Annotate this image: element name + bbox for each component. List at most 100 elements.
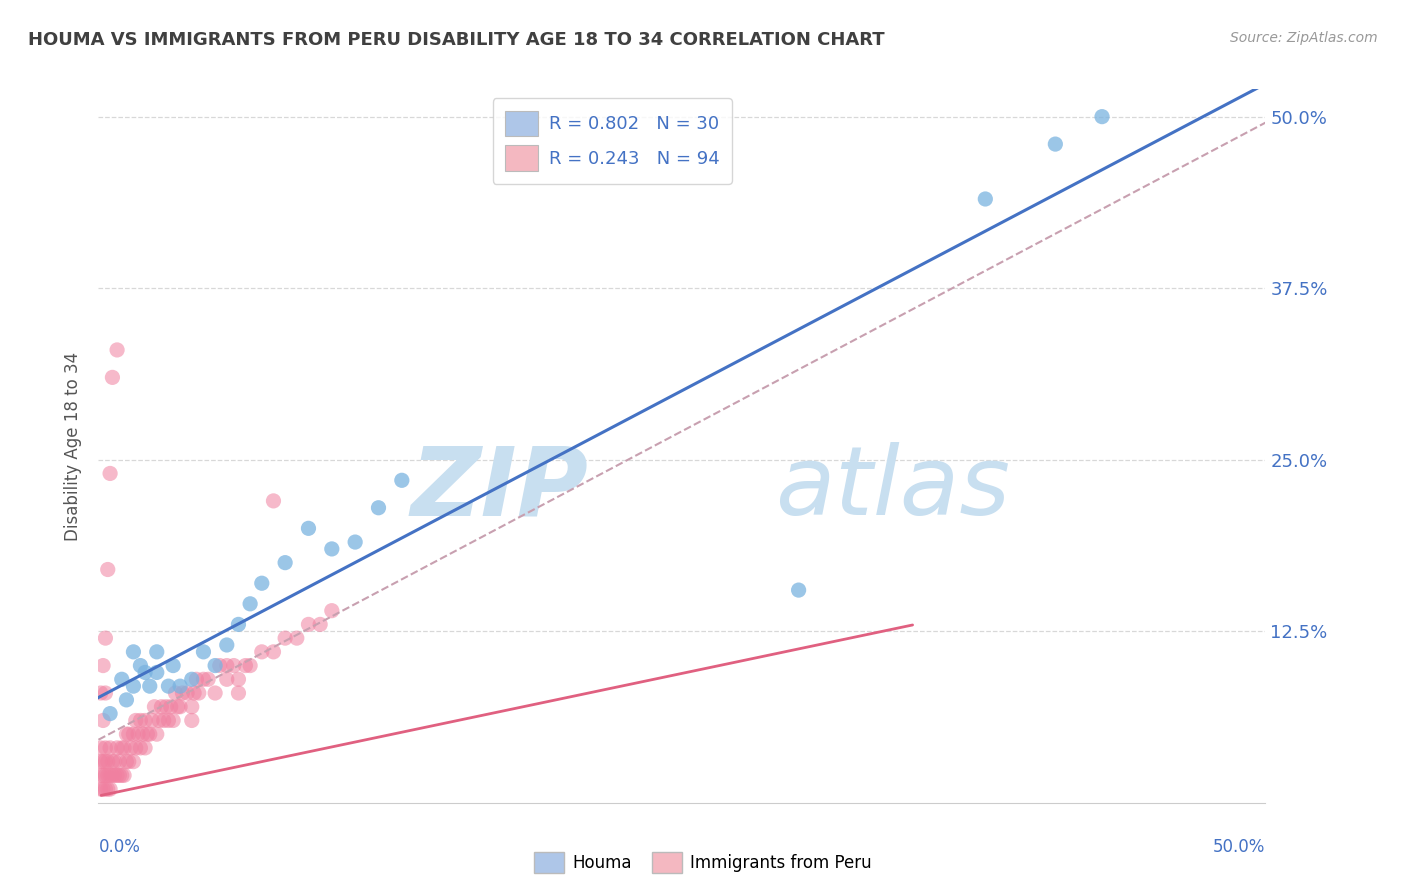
Point	[139, 727, 162, 741]
Point	[166, 699, 188, 714]
Point	[112, 740, 135, 755]
Y-axis label: Disability Age 18 to 34: Disability Age 18 to 34	[63, 351, 82, 541]
Point	[139, 679, 162, 693]
Point	[152, 714, 174, 728]
Point	[129, 658, 152, 673]
Point	[90, 768, 112, 782]
Text: atlas: atlas	[775, 442, 1011, 535]
Point	[297, 617, 319, 632]
Point	[165, 686, 187, 700]
Point	[215, 658, 238, 673]
Point	[111, 740, 134, 755]
Point	[208, 658, 231, 673]
Point	[172, 686, 194, 700]
Point	[297, 521, 319, 535]
Point	[91, 768, 114, 782]
Point	[1045, 137, 1067, 152]
Point	[98, 740, 121, 755]
Point	[143, 699, 166, 714]
Point	[215, 673, 238, 687]
Point	[222, 658, 245, 673]
Point	[204, 658, 226, 673]
Legend: R = 0.802   N = 30, R = 0.243   N = 94: R = 0.802 N = 30, R = 0.243 N = 94	[492, 98, 733, 184]
Point	[235, 658, 257, 673]
Text: HOUMA VS IMMIGRANTS FROM PERU DISABILITY AGE 18 TO 34 CORRELATION CHART: HOUMA VS IMMIGRANTS FROM PERU DISABILITY…	[28, 31, 884, 49]
Point	[98, 706, 121, 721]
Point	[91, 714, 114, 728]
Point	[391, 473, 413, 487]
Point	[91, 755, 114, 769]
Point	[127, 727, 149, 741]
Point	[180, 673, 202, 687]
Point	[974, 192, 997, 206]
Point	[239, 597, 262, 611]
Point	[180, 714, 202, 728]
Point	[132, 727, 155, 741]
Point	[274, 631, 297, 645]
Point	[90, 686, 112, 700]
Point	[111, 673, 134, 687]
Point	[105, 768, 128, 782]
Point	[129, 740, 152, 755]
Point	[136, 727, 159, 741]
Point	[122, 727, 145, 741]
Point	[180, 699, 202, 714]
Point	[122, 679, 145, 693]
Point	[262, 645, 284, 659]
Point	[108, 768, 131, 782]
Point	[197, 673, 219, 687]
Point	[162, 658, 184, 673]
Point	[91, 782, 114, 797]
Point	[146, 645, 169, 659]
Point	[94, 740, 117, 755]
Point	[204, 686, 226, 700]
Point	[94, 768, 117, 782]
Point	[94, 686, 117, 700]
Legend: Houma, Immigrants from Peru: Houma, Immigrants from Peru	[527, 846, 879, 880]
Point	[228, 686, 250, 700]
Point	[134, 665, 156, 680]
Point	[150, 699, 173, 714]
Text: Source: ZipAtlas.com: Source: ZipAtlas.com	[1230, 31, 1378, 45]
Point	[90, 740, 112, 755]
Point	[115, 693, 138, 707]
Point	[115, 727, 138, 741]
Point	[146, 727, 169, 741]
Point	[176, 686, 198, 700]
Point	[250, 576, 273, 591]
Point	[97, 562, 120, 576]
Point	[120, 740, 142, 755]
Point	[228, 617, 250, 632]
Point	[1091, 110, 1114, 124]
Point	[101, 768, 124, 782]
Point	[157, 714, 180, 728]
Point	[159, 699, 181, 714]
Text: 0.0%: 0.0%	[98, 838, 141, 856]
Point	[125, 740, 148, 755]
Point	[162, 714, 184, 728]
Point	[309, 617, 332, 632]
Point	[787, 583, 810, 598]
Point	[118, 727, 141, 741]
Point	[239, 658, 262, 673]
Point	[97, 755, 120, 769]
Point	[90, 755, 112, 769]
Point	[118, 755, 141, 769]
Text: ZIP: ZIP	[411, 442, 589, 535]
Point	[228, 673, 250, 687]
Point	[105, 740, 128, 755]
Point	[141, 714, 163, 728]
Point	[262, 494, 284, 508]
Point	[105, 343, 128, 357]
Point	[104, 755, 127, 769]
Point	[101, 370, 124, 384]
Point	[94, 755, 117, 769]
Point	[129, 714, 152, 728]
Point	[122, 755, 145, 769]
Point	[148, 714, 170, 728]
Point	[186, 673, 208, 687]
Point	[146, 665, 169, 680]
Point	[94, 782, 117, 797]
Point	[111, 768, 134, 782]
Point	[134, 714, 156, 728]
